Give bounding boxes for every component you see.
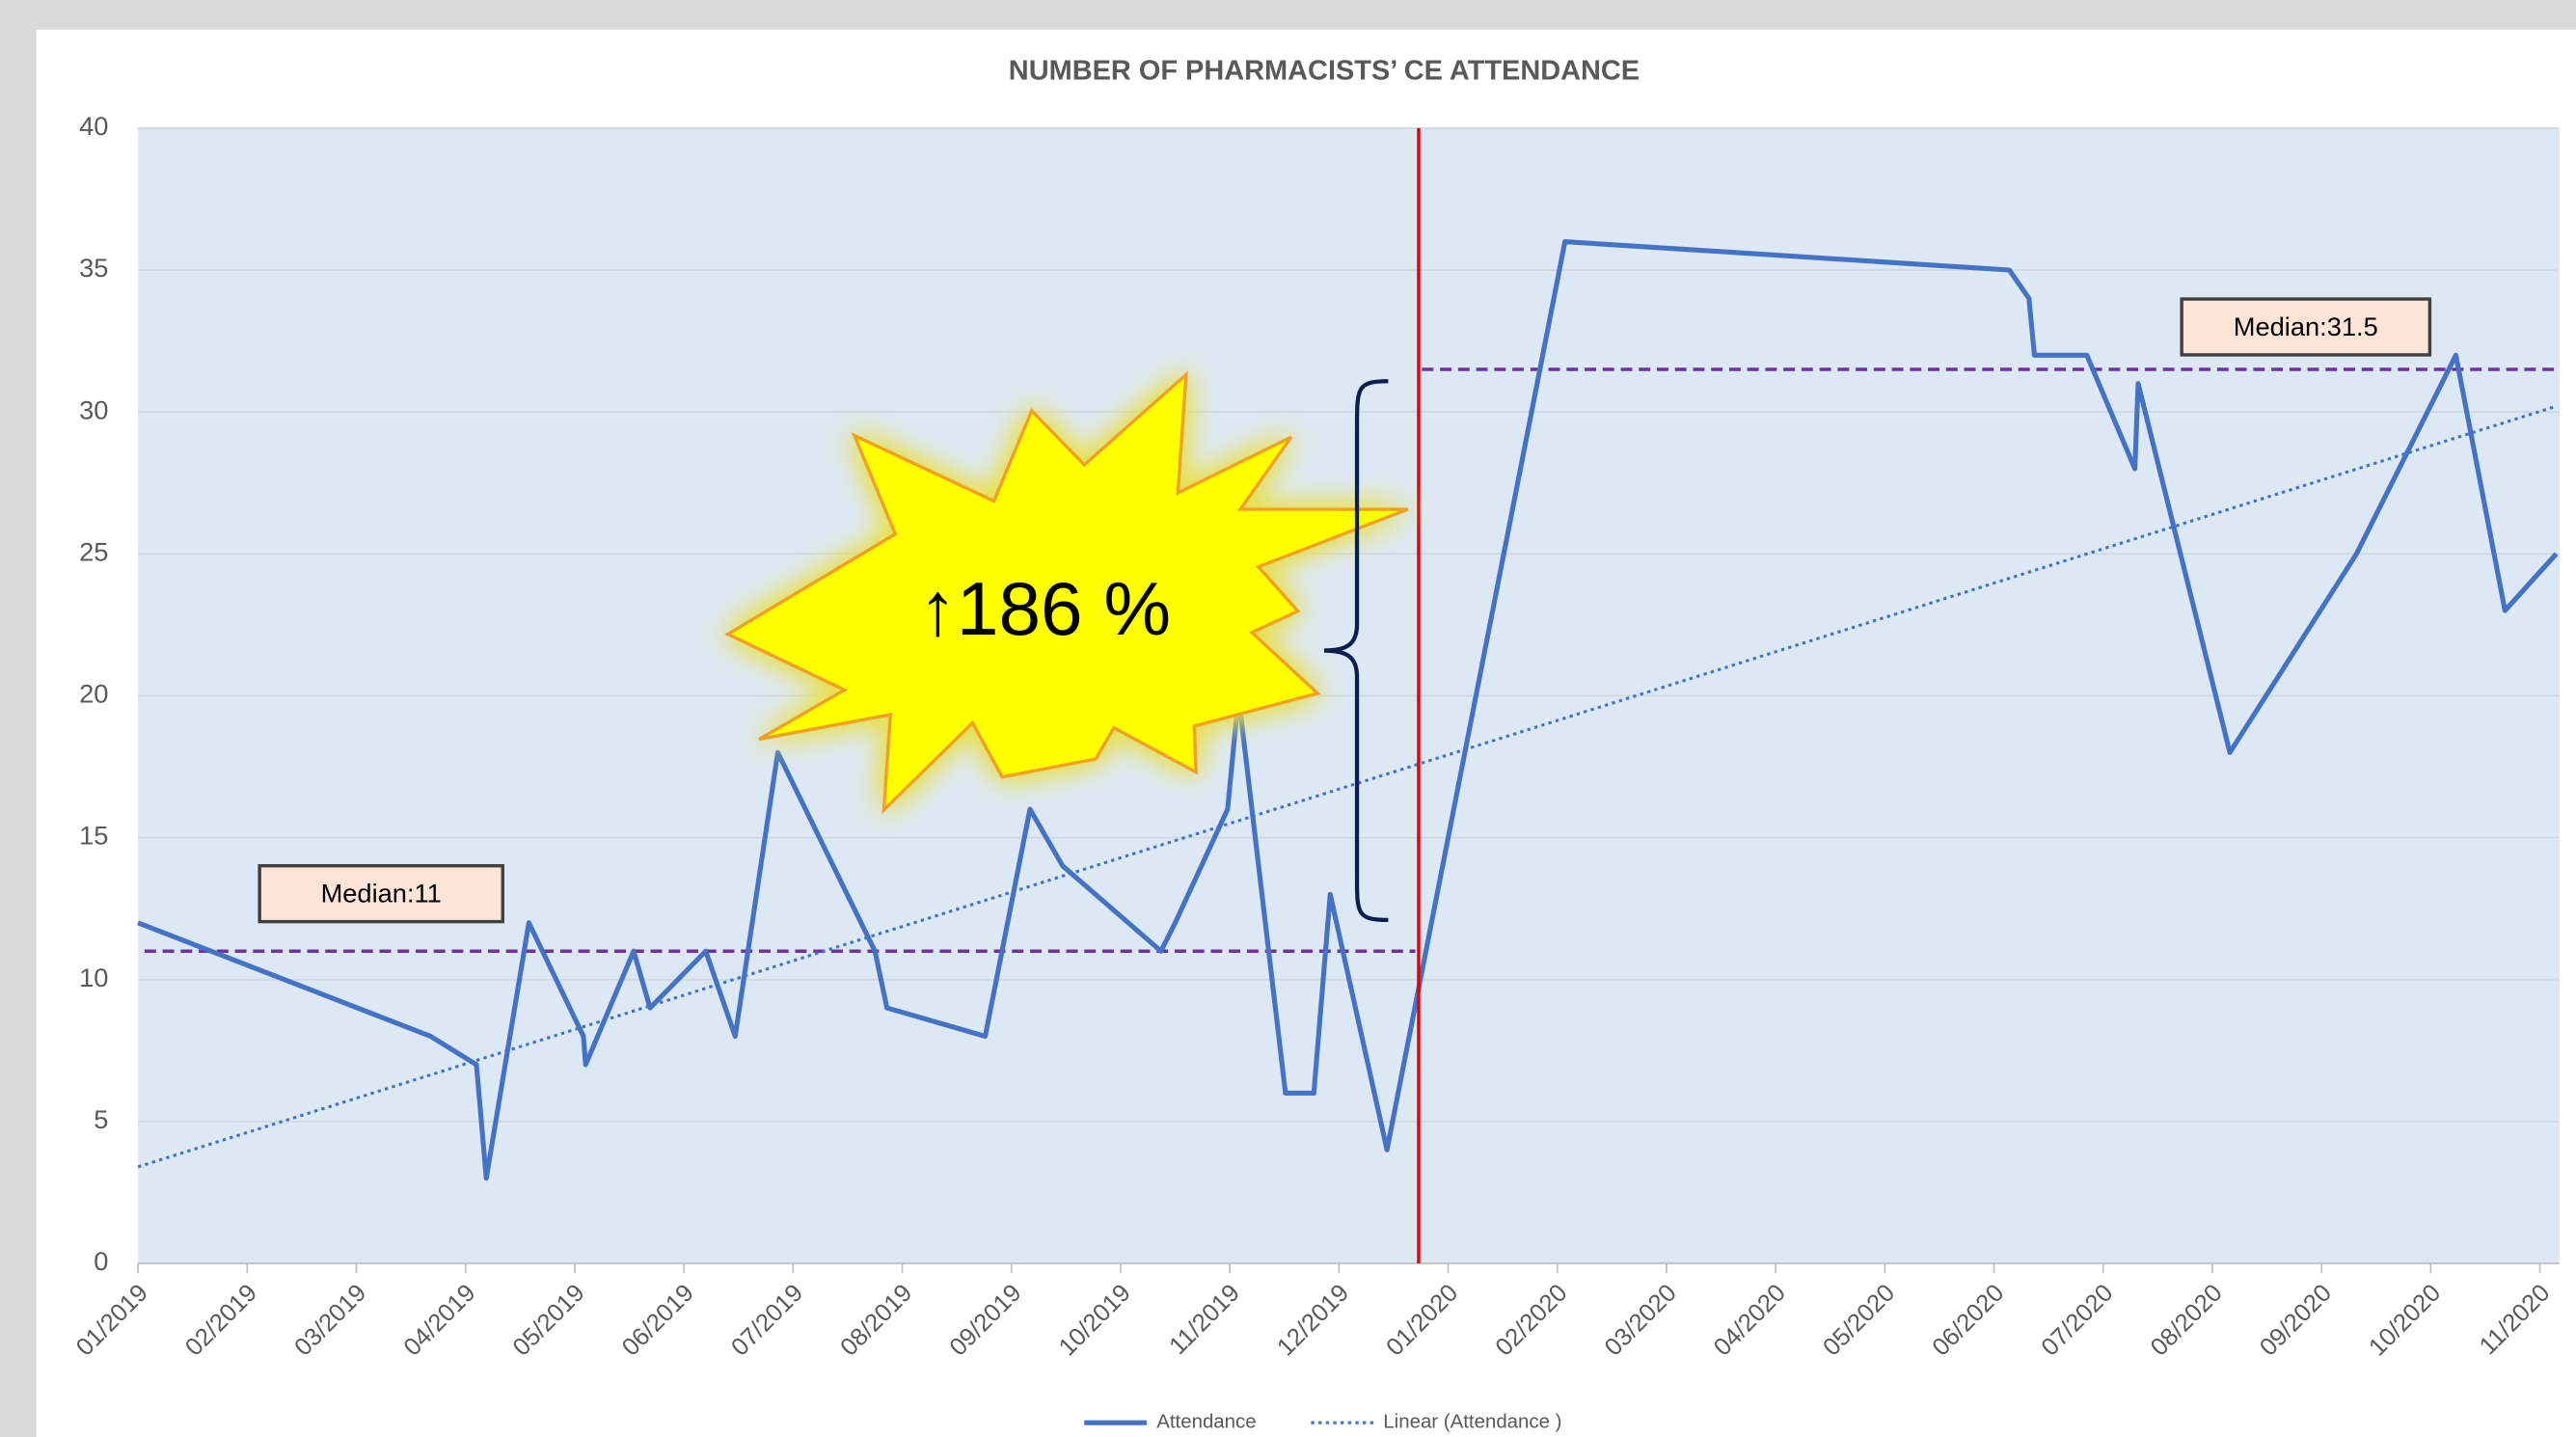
y-tick-label: 20 xyxy=(79,679,108,709)
y-tick-label: 15 xyxy=(79,821,108,851)
page: {"chart_data": { "type": "line", "title"… xyxy=(0,0,2576,1437)
legend-label: Attendance xyxy=(1156,1411,1256,1433)
median-label: Median:11 xyxy=(321,879,442,908)
chart: NUMBER OF PHARMACISTS’ CE ATTENDANCE 0 5 1… xyxy=(0,0,2576,1437)
y-tick-label: 25 xyxy=(79,536,108,566)
y-tick-label: 30 xyxy=(79,394,108,424)
y-tick-label: 40 xyxy=(79,111,108,141)
legend-label: Linear (Attendance ) xyxy=(1383,1411,1561,1433)
y-tick-label: 5 xyxy=(94,1104,108,1134)
chart-title: NUMBER OF PHARMACISTS’ CE ATTENDANCE xyxy=(1009,56,1640,87)
y-tick-label: 0 xyxy=(94,1246,108,1276)
median-label: Median:31.5 xyxy=(2234,312,2378,341)
y-tick-label: 10 xyxy=(79,963,108,992)
annotation: ↑186 % xyxy=(919,566,1171,651)
y-tick-label: 35 xyxy=(79,253,108,283)
